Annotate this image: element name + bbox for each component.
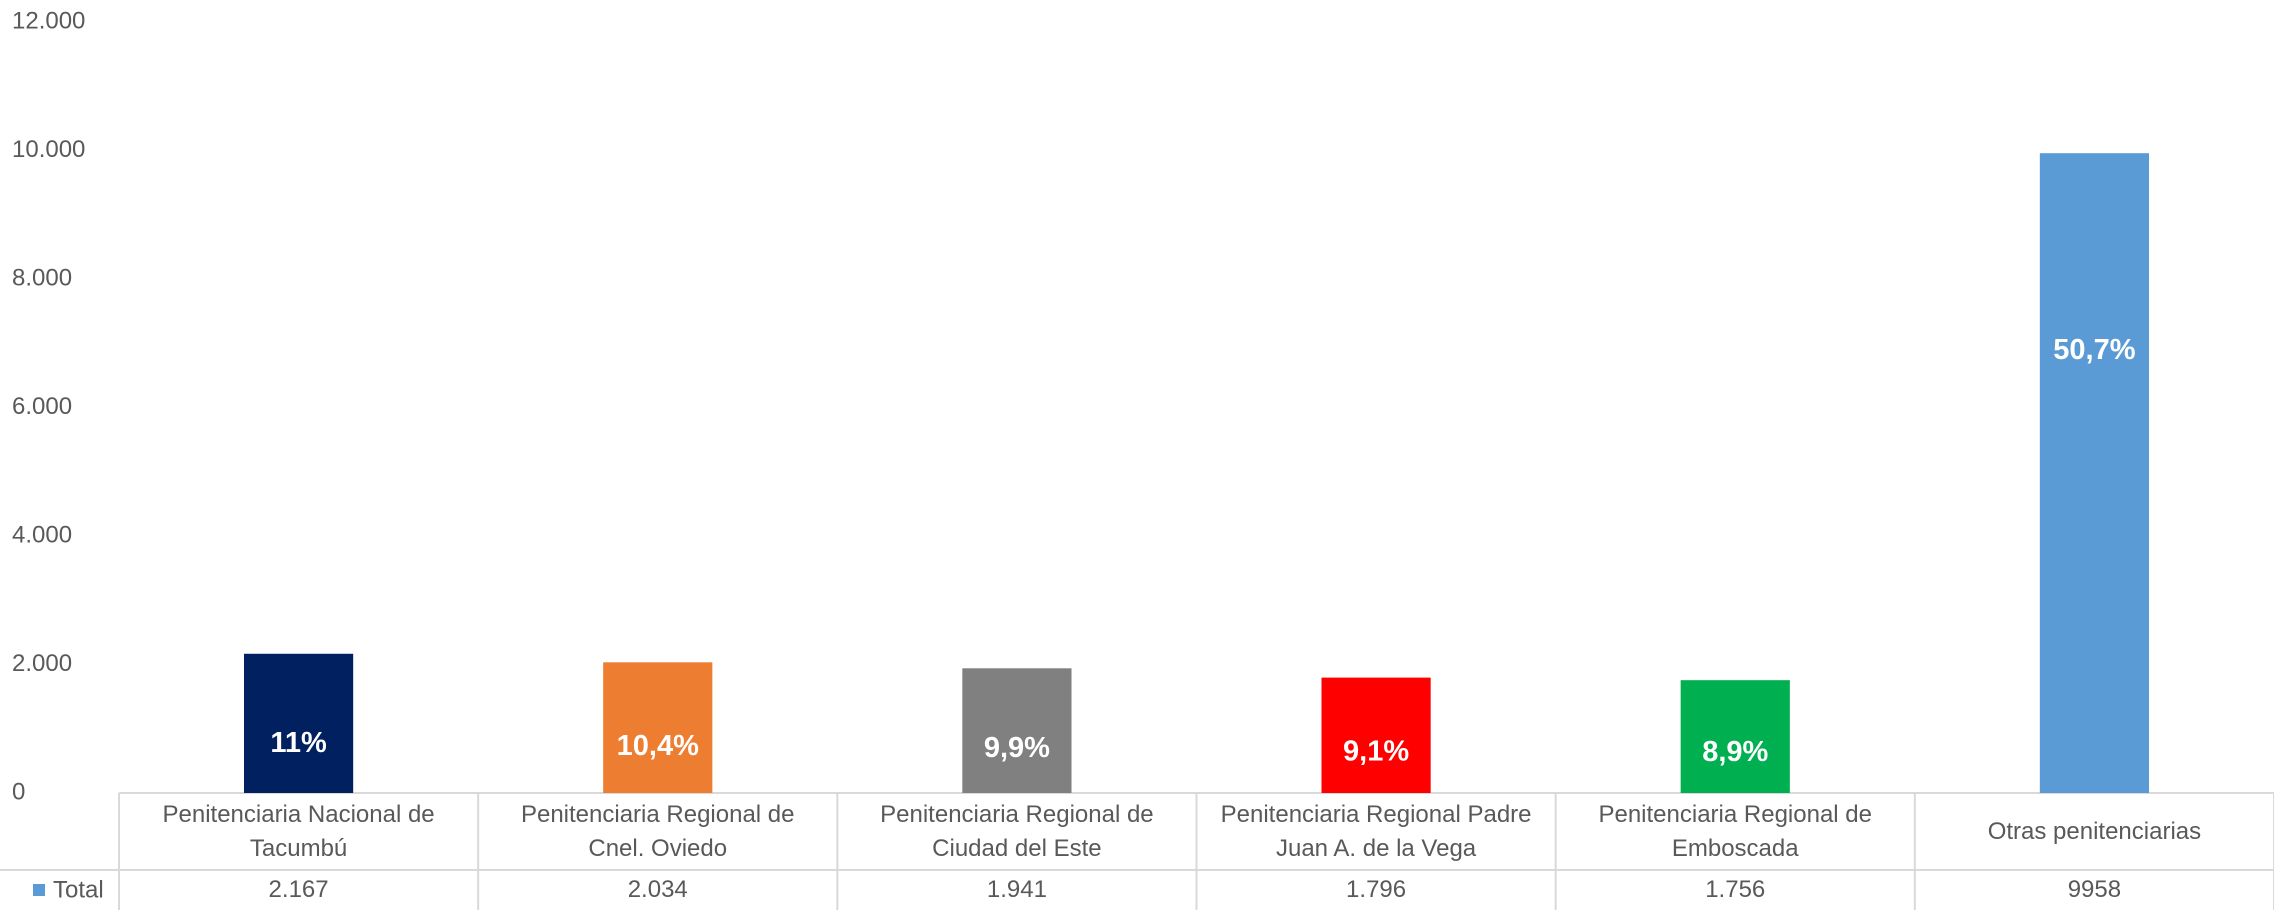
bar-share-label: 50,7% [2053,334,2135,366]
table-value: 1.796 [1346,876,1407,904]
table-value: 1.941 [986,876,1047,904]
y-tick-label: 4.000 [12,521,72,548]
legend-key [33,884,45,896]
table-value: 2.167 [268,876,329,904]
legend-label: Total [53,876,104,903]
y-tick-label: 8.000 [12,264,72,291]
bar [603,662,713,793]
bar [1680,680,1790,793]
y-tick-label: 2.000 [12,650,72,677]
x-tick-label: Penitenciaria Regional de Emboscada [1598,800,1872,862]
x-tick-label: Otras penitenciarias [1987,817,2202,845]
bar-share-label: 8,9% [1702,736,1768,768]
x-tick-label: Penitenciaria Regional Padre Juan A. de … [1220,800,1532,862]
table-value: 9958 [2067,876,2122,904]
y-tick-label: 6.000 [12,393,72,420]
y-tick-label: 12.000 [12,7,85,34]
bar [962,668,1072,793]
y-tick-label: 10.000 [12,136,85,163]
table-value: 1.756 [1705,876,1766,904]
bar [2039,153,2150,794]
bar [243,653,354,793]
y-tick-label: 0 [12,778,25,805]
bar-share-label: 9,1% [1343,735,1409,767]
bar-share-label: 9,9% [984,732,1050,764]
x-tick-label: Penitenciaria Regional de Ciudad del Est… [880,800,1154,862]
x-tick-label: Penitenciaria Regional de Cnel. Oviedo [520,800,795,862]
bar [1321,677,1431,793]
bar-share-label: 11% [270,727,327,759]
table-value: 2.034 [627,876,688,904]
bar-share-label: 10,4% [617,730,699,762]
x-tick-label: Penitenciaria Nacional de Tacumbú [162,800,435,862]
